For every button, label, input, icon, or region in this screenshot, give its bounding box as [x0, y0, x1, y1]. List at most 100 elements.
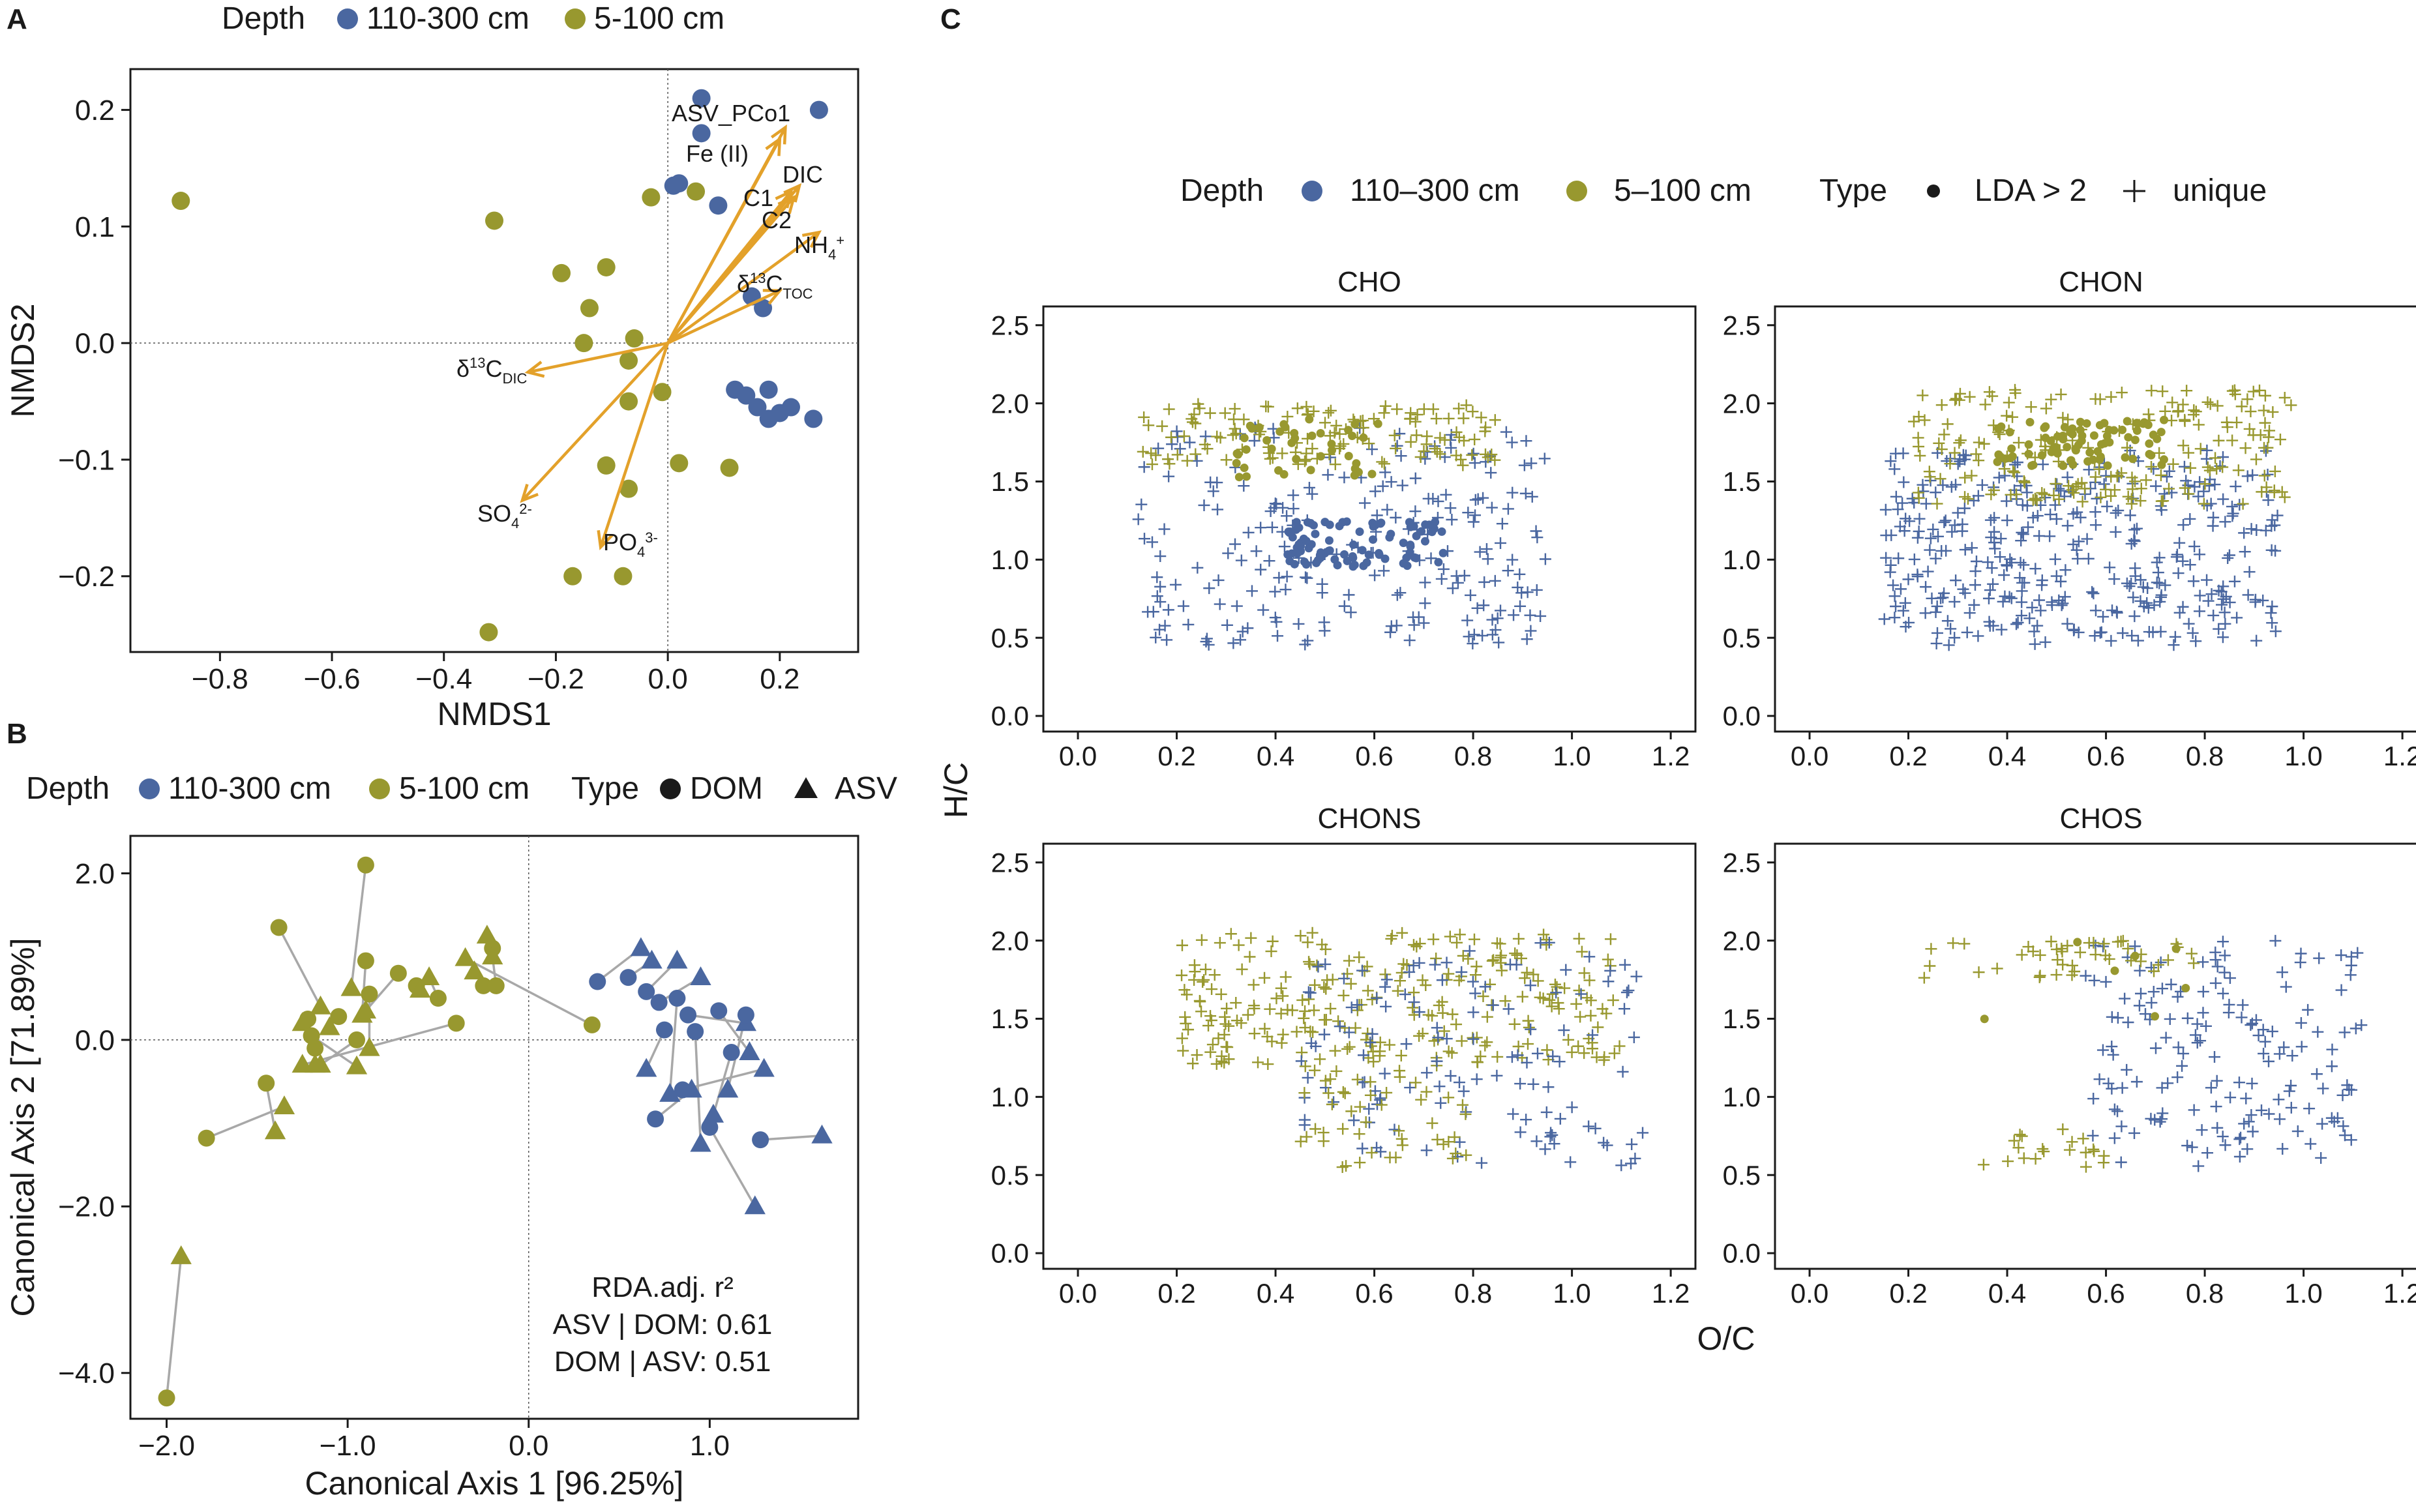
- unique-formula-point: [2266, 600, 2278, 613]
- unique-formula-point: [1457, 950, 1469, 962]
- dom-point: [158, 1389, 175, 1407]
- unique-formula-point: [2192, 490, 2205, 503]
- unique-formula-point: [2128, 610, 2141, 623]
- unique-formula-point: [1470, 960, 1483, 973]
- unique-formula-point: [1247, 1000, 1260, 1012]
- lda-formula-point: [1340, 550, 1349, 559]
- unique-formula-point: [1514, 600, 1527, 612]
- unique-formula-point: [1626, 1138, 1638, 1151]
- legend-c-lda-label: LDA > 2: [1975, 173, 2087, 208]
- unique-formula-point: [1438, 1025, 1450, 1037]
- unique-formula-point: [1257, 604, 1270, 616]
- unique-formula-point: [2326, 1043, 2338, 1056]
- b-xtick-label: 0.0: [509, 1430, 548, 1462]
- unique-formula-point: [2128, 1127, 2141, 1139]
- unique-formula-point: [1948, 447, 1961, 459]
- unique-formula-point: [1491, 1050, 1504, 1063]
- unique-formula-point: [1508, 1018, 1521, 1030]
- unique-formula-point: [1994, 551, 2006, 563]
- unique-formula-point: [1918, 414, 1931, 426]
- unique-formula-point: [2051, 954, 2064, 966]
- c-ytick-label: 2.0: [991, 388, 1029, 419]
- unique-formula-point: [2259, 389, 2271, 402]
- lda-formula-point: [1320, 518, 1330, 527]
- unique-formula-point: [1968, 599, 1980, 611]
- c-ytick-label: 1.0: [991, 544, 1029, 575]
- lda-formula-point: [1290, 434, 1300, 443]
- unique-formula-point: [2224, 972, 2236, 985]
- unique-formula-point: [1247, 979, 1260, 991]
- unique-formula-point: [2231, 612, 2243, 624]
- unique-formula-point: [1446, 1008, 1459, 1020]
- unique-formula-point: [1390, 442, 1402, 454]
- unique-formula-point: [2259, 445, 2272, 457]
- unique-formula-point: [2190, 635, 2202, 647]
- unique-formula-point: [1946, 526, 1958, 538]
- unique-formula-point: [1396, 479, 1409, 492]
- unique-formula-point: [1950, 574, 1962, 587]
- unique-formula-point: [1544, 994, 1556, 1006]
- unique-formula-point: [1938, 516, 1950, 529]
- unique-formula-point: [2068, 486, 2080, 499]
- unique-formula-point: [1585, 1009, 1597, 1022]
- unique-formula-point: [1300, 400, 1313, 413]
- unique-formula-point: [1189, 966, 1201, 978]
- unique-formula-point: [2026, 601, 2038, 614]
- unique-formula-point: [2266, 617, 2278, 629]
- lda-formula-point: [1290, 559, 1299, 569]
- unique-formula-point: [2164, 1013, 2176, 1025]
- unique-formula-point: [2116, 1082, 2128, 1094]
- c-xtick-label: 1.2: [2383, 741, 2416, 771]
- unique-formula-point: [2291, 1125, 2304, 1138]
- unique-formula-point: [2106, 1011, 2118, 1023]
- unique-formula-point: [1400, 1038, 1412, 1050]
- unique-formula-point: [2259, 524, 2272, 537]
- unique-formula-point: [1898, 476, 1910, 488]
- c-ytick-label: 1.5: [1723, 466, 1761, 497]
- unique-formula-point: [1531, 1047, 1544, 1060]
- unique-formula-point: [2093, 1073, 2106, 1086]
- unique-formula-point: [2335, 984, 2348, 996]
- unique-formula-point: [1524, 609, 1536, 621]
- unique-formula-point: [1448, 1131, 1461, 1144]
- unique-formula-point: [2093, 463, 2105, 475]
- unique-formula-point: [1161, 634, 1173, 646]
- unique-formula-point: [1391, 589, 1403, 601]
- lda-formula-point: [2066, 428, 2075, 437]
- unique-formula-point: [2235, 1011, 2248, 1024]
- unique-formula-point: [1439, 451, 1451, 464]
- lda-formula-point: [2037, 451, 2046, 460]
- unique-formula-point: [1211, 430, 1223, 443]
- unique-formula-point: [2243, 1116, 2255, 1128]
- lda-formula-point: [2123, 417, 2132, 426]
- unique-formula-point: [2111, 936, 2124, 948]
- unique-formula-point: [1489, 414, 1501, 426]
- unique-formula-point: [1920, 497, 1932, 510]
- unique-formula-point: [1320, 983, 1332, 995]
- unique-formula-point: [1199, 438, 1211, 451]
- unique-formula-point: [2008, 466, 2021, 479]
- unique-formula-point: [1420, 1144, 1433, 1157]
- unique-formula-point: [1229, 538, 1241, 550]
- unique-formula-point: [2089, 471, 2102, 483]
- asv-point: [410, 979, 431, 998]
- unique-formula-point: [2192, 1160, 2205, 1172]
- unique-formula-point: [2276, 966, 2288, 979]
- unique-formula-point: [1272, 630, 1284, 642]
- unique-formula-point: [1378, 458, 1390, 470]
- unique-formula-point: [2181, 1012, 2194, 1024]
- unique-formula-point: [1403, 634, 1416, 647]
- unique-formula-point: [2338, 1129, 2351, 1142]
- unique-formula-point: [1250, 545, 1262, 557]
- panel-c-letter: C: [940, 3, 961, 35]
- unique-formula-point: [2033, 594, 2046, 606]
- unique-formula-point: [2121, 1063, 2133, 1076]
- lda-formula-point: [1292, 518, 1301, 527]
- legend-b-shallow-label: 5-100 cm: [399, 771, 529, 806]
- unique-formula-point: [2057, 958, 2069, 971]
- unique-formula-point: [1374, 1094, 1386, 1106]
- unique-formula-point: [1392, 985, 1404, 997]
- unique-formula-point: [1214, 937, 1226, 949]
- unique-formula-point: [2204, 398, 2216, 410]
- unique-formula-point: [1940, 544, 1952, 557]
